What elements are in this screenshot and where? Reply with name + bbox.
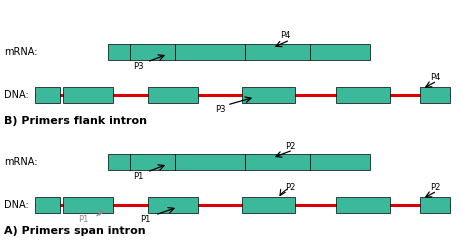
Text: P2: P2 — [285, 142, 296, 150]
Bar — [310, 44, 370, 60]
Bar — [245, 44, 310, 60]
Bar — [245, 154, 310, 170]
Bar — [336, 87, 390, 103]
Bar — [108, 154, 130, 170]
Bar — [420, 87, 450, 103]
Bar — [35, 87, 60, 103]
Text: mRNA:: mRNA: — [4, 157, 37, 167]
Bar — [130, 154, 175, 170]
Text: P2: P2 — [284, 183, 295, 192]
Text: P2: P2 — [430, 183, 440, 192]
Text: DNA:: DNA: — [4, 200, 29, 210]
Text: P1: P1 — [133, 172, 143, 181]
Text: B) Primers flank intron: B) Primers flank intron — [4, 116, 147, 126]
Bar — [420, 197, 450, 213]
Bar — [175, 44, 245, 60]
Text: DNA:: DNA: — [4, 90, 29, 100]
Text: P1: P1 — [78, 215, 89, 223]
Bar — [148, 197, 198, 213]
Bar — [242, 87, 295, 103]
Bar — [108, 44, 130, 60]
Bar — [63, 197, 113, 213]
Bar — [148, 87, 198, 103]
Text: P3: P3 — [215, 105, 225, 113]
Bar — [242, 197, 295, 213]
Bar — [336, 197, 390, 213]
Text: A) Primers span intron: A) Primers span intron — [4, 226, 146, 236]
Bar — [310, 154, 370, 170]
Bar — [63, 87, 113, 103]
Bar — [130, 44, 175, 60]
Bar — [35, 197, 60, 213]
Text: mRNA:: mRNA: — [4, 47, 37, 57]
Text: P1: P1 — [140, 215, 150, 223]
Text: P3: P3 — [133, 61, 143, 71]
Bar — [175, 154, 245, 170]
Text: P4: P4 — [280, 32, 290, 40]
Text: P4: P4 — [430, 73, 440, 82]
